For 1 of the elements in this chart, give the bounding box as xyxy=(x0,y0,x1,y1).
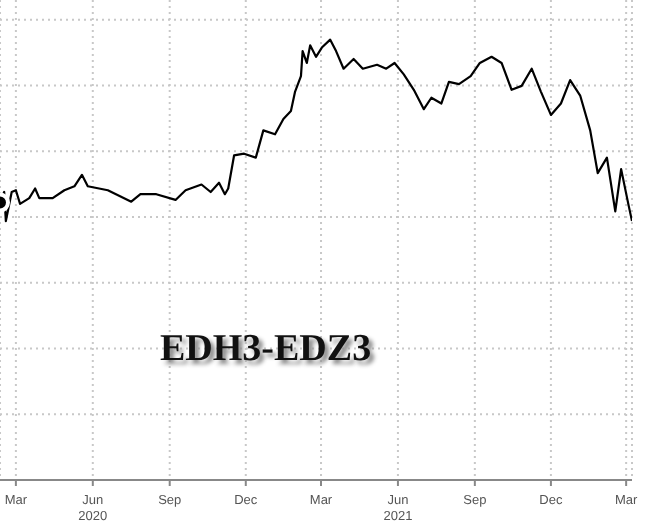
annotation: EDH3-EDZ3 xyxy=(160,328,372,372)
